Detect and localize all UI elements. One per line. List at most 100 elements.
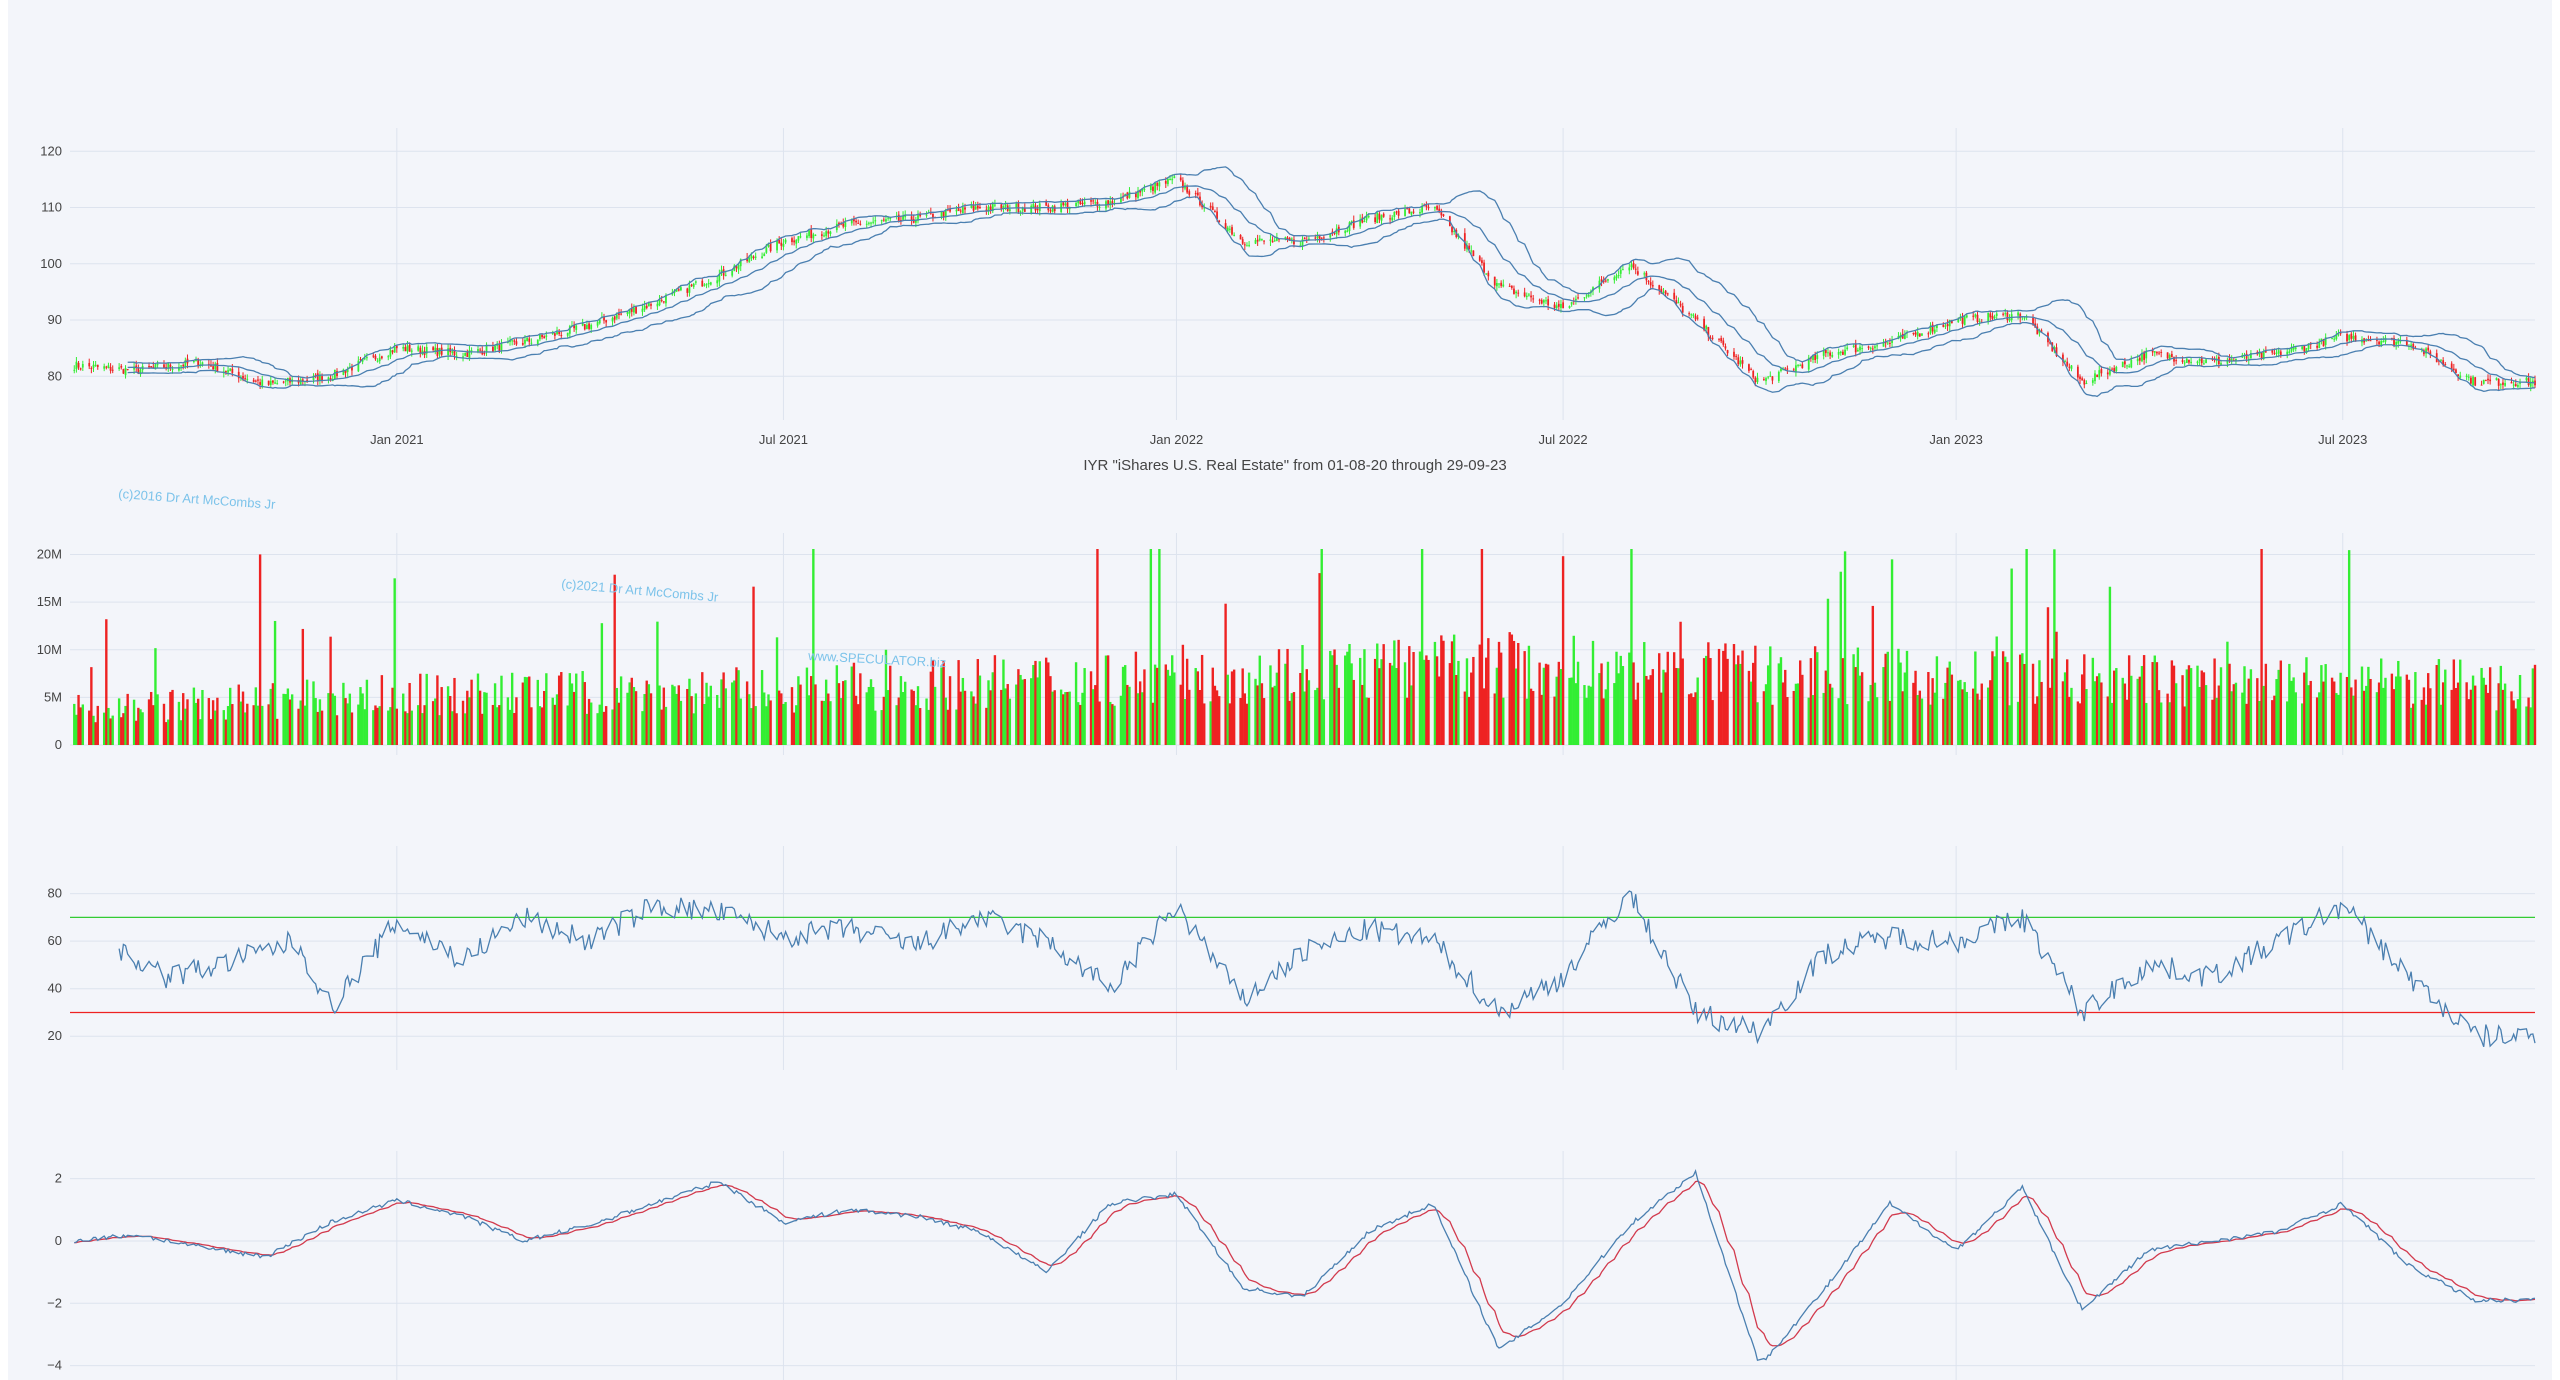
candle-body <box>880 220 883 222</box>
candle-body <box>541 334 543 338</box>
candle-body <box>1045 201 1048 206</box>
candle-body <box>1412 211 1415 213</box>
candle-body <box>1361 217 1364 223</box>
volume-bar <box>2454 687 2458 745</box>
volume-bar <box>1053 690 1056 745</box>
candle-body <box>835 223 838 231</box>
volume-bar <box>1077 702 1080 745</box>
candle-body <box>2275 352 2278 354</box>
volume-bar <box>1164 664 1167 745</box>
candle-body <box>284 380 287 382</box>
candle-body <box>180 365 182 367</box>
volume-bar <box>408 682 411 745</box>
volume-bar <box>972 696 975 745</box>
candle-body <box>1156 182 1159 186</box>
volume-bar <box>2382 687 2385 745</box>
candle-body <box>1451 226 1453 233</box>
candle-body <box>451 351 454 354</box>
volume-bar <box>1734 664 1738 745</box>
volume-bar <box>1482 688 1486 745</box>
candle-body <box>1079 200 1082 205</box>
candle-body <box>2109 370 2111 375</box>
volume-bar <box>2407 679 2411 745</box>
candle-body <box>1630 264 1633 268</box>
volume-bar <box>835 665 839 745</box>
volume-bar <box>2486 692 2490 745</box>
volume-bar <box>673 686 676 745</box>
volume-bar <box>2245 703 2248 745</box>
y-tick-label: 10M <box>37 642 62 657</box>
candle-body <box>2303 345 2306 352</box>
candle-body <box>677 289 680 291</box>
volume-bar <box>538 706 542 745</box>
volume-bar <box>2465 682 2468 745</box>
candle-body <box>1726 350 1729 354</box>
candle-body <box>1188 191 1191 195</box>
candle-body <box>1963 316 1966 326</box>
volume-bar <box>177 701 181 745</box>
volume-bar <box>2123 683 2127 745</box>
candle-body <box>605 320 608 323</box>
volume-bar <box>716 694 719 745</box>
volume-bar <box>897 697 900 745</box>
volume-bar <box>557 675 561 745</box>
volume-bar <box>2219 667 2223 745</box>
volume-bar <box>2420 699 2423 745</box>
volume-bar <box>1617 673 1620 745</box>
volume-bar <box>2369 678 2372 745</box>
volume-bar <box>2384 677 2387 745</box>
candle-body <box>1692 314 1695 316</box>
volume-bar <box>1113 705 1116 745</box>
volume-bar <box>1405 697 1409 745</box>
candle-body <box>1921 333 1923 336</box>
volume-bar <box>1455 674 1458 745</box>
volume-bar <box>1822 692 1825 745</box>
volume-bar <box>611 709 614 745</box>
candle-body <box>2354 335 2357 342</box>
volume-bar <box>2181 675 2184 745</box>
volume-bar <box>216 697 219 745</box>
volume-bar <box>483 692 486 745</box>
volume-bar <box>2115 668 2118 745</box>
volume-bar <box>1717 648 1721 745</box>
volume-bar <box>2488 667 2492 745</box>
volume-bar <box>1598 673 1601 745</box>
volume-bar <box>570 683 574 745</box>
volume-bar <box>596 713 599 745</box>
candle-body <box>780 242 783 246</box>
volume-bar <box>2288 663 2291 745</box>
volume-bar <box>1809 658 1813 745</box>
candle-body <box>1487 272 1490 277</box>
volume-bar <box>784 702 787 745</box>
candle-body <box>1286 237 1289 240</box>
volume-bar <box>523 676 527 745</box>
candle-body <box>1617 275 1620 277</box>
volume-bar <box>628 682 631 745</box>
candle-body <box>987 206 990 212</box>
volume-bar <box>1472 656 1475 745</box>
candle-body <box>1523 292 1526 297</box>
volume-bar <box>267 704 270 745</box>
candle-body <box>1861 348 1864 350</box>
volume-bar <box>993 655 997 745</box>
y-tick-label: −2 <box>47 1295 62 1310</box>
volume-bar <box>211 700 215 745</box>
volume-bar <box>948 676 952 745</box>
candle-body <box>2484 380 2487 382</box>
volume-bar <box>568 673 572 745</box>
candle-body <box>2442 360 2445 365</box>
candle-body <box>1839 351 1842 354</box>
candle-body <box>154 364 157 370</box>
candle-body <box>647 302 650 307</box>
volume-bar <box>1136 693 1140 745</box>
candle-body <box>329 377 332 380</box>
volume-bar <box>137 707 140 745</box>
volume-bar <box>1391 665 1394 745</box>
candle-body <box>1442 214 1445 216</box>
candle-body <box>812 234 815 239</box>
volume-bar <box>1732 644 1736 745</box>
candle-body <box>2196 361 2199 364</box>
volume-bar <box>1963 682 1966 745</box>
volume-bar <box>2204 685 2208 745</box>
volume-bar <box>889 665 892 745</box>
